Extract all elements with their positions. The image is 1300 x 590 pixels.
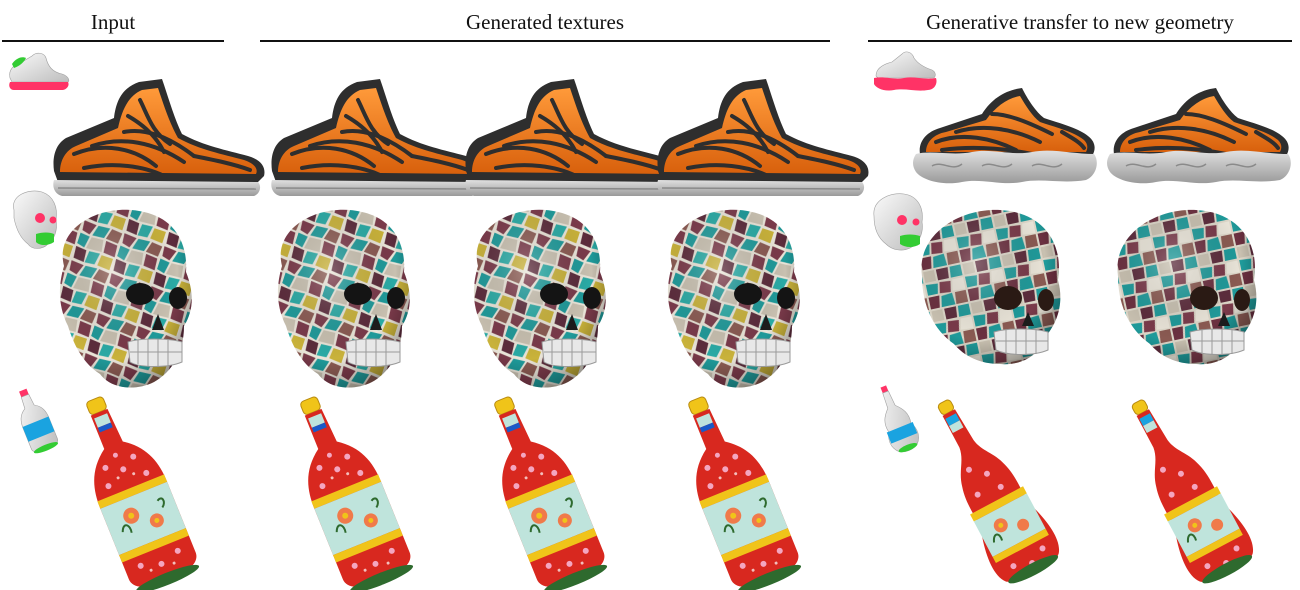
transfer-skull-1	[908, 206, 1068, 370]
transfer-bottle-1	[911, 383, 1069, 590]
generated-skull-3	[652, 206, 812, 394]
generated-shoe-1	[262, 76, 488, 198]
generated-skull-1	[262, 206, 422, 394]
header-input: Input	[90, 10, 136, 34]
header-generative-transfer: Generative transfer to new geometry	[926, 10, 1234, 34]
transfer-bottle-2	[1105, 383, 1263, 590]
guide-thumbnail-bottle-input	[9, 384, 62, 457]
input-shoe-render	[44, 76, 270, 198]
transfer-skull-2	[1104, 206, 1264, 370]
generated-bottle-2	[468, 384, 613, 590]
header-generated-rule	[260, 40, 830, 42]
generated-bottle-3	[662, 384, 807, 590]
guide-thumbnail-bottle-transfer	[869, 380, 924, 460]
input-skull-render	[44, 206, 204, 394]
generated-shoe-3	[648, 76, 874, 198]
header-input-rule	[2, 40, 224, 42]
input-bottle-render	[60, 384, 205, 590]
transfer-shoe-2	[1105, 84, 1296, 188]
generated-skull-2	[458, 206, 618, 394]
header-transfer-rule	[868, 40, 1292, 42]
transfer-shoe-1	[911, 84, 1102, 188]
header-generated-textures: Generated textures	[465, 10, 624, 34]
generated-bottle-1	[274, 384, 419, 590]
